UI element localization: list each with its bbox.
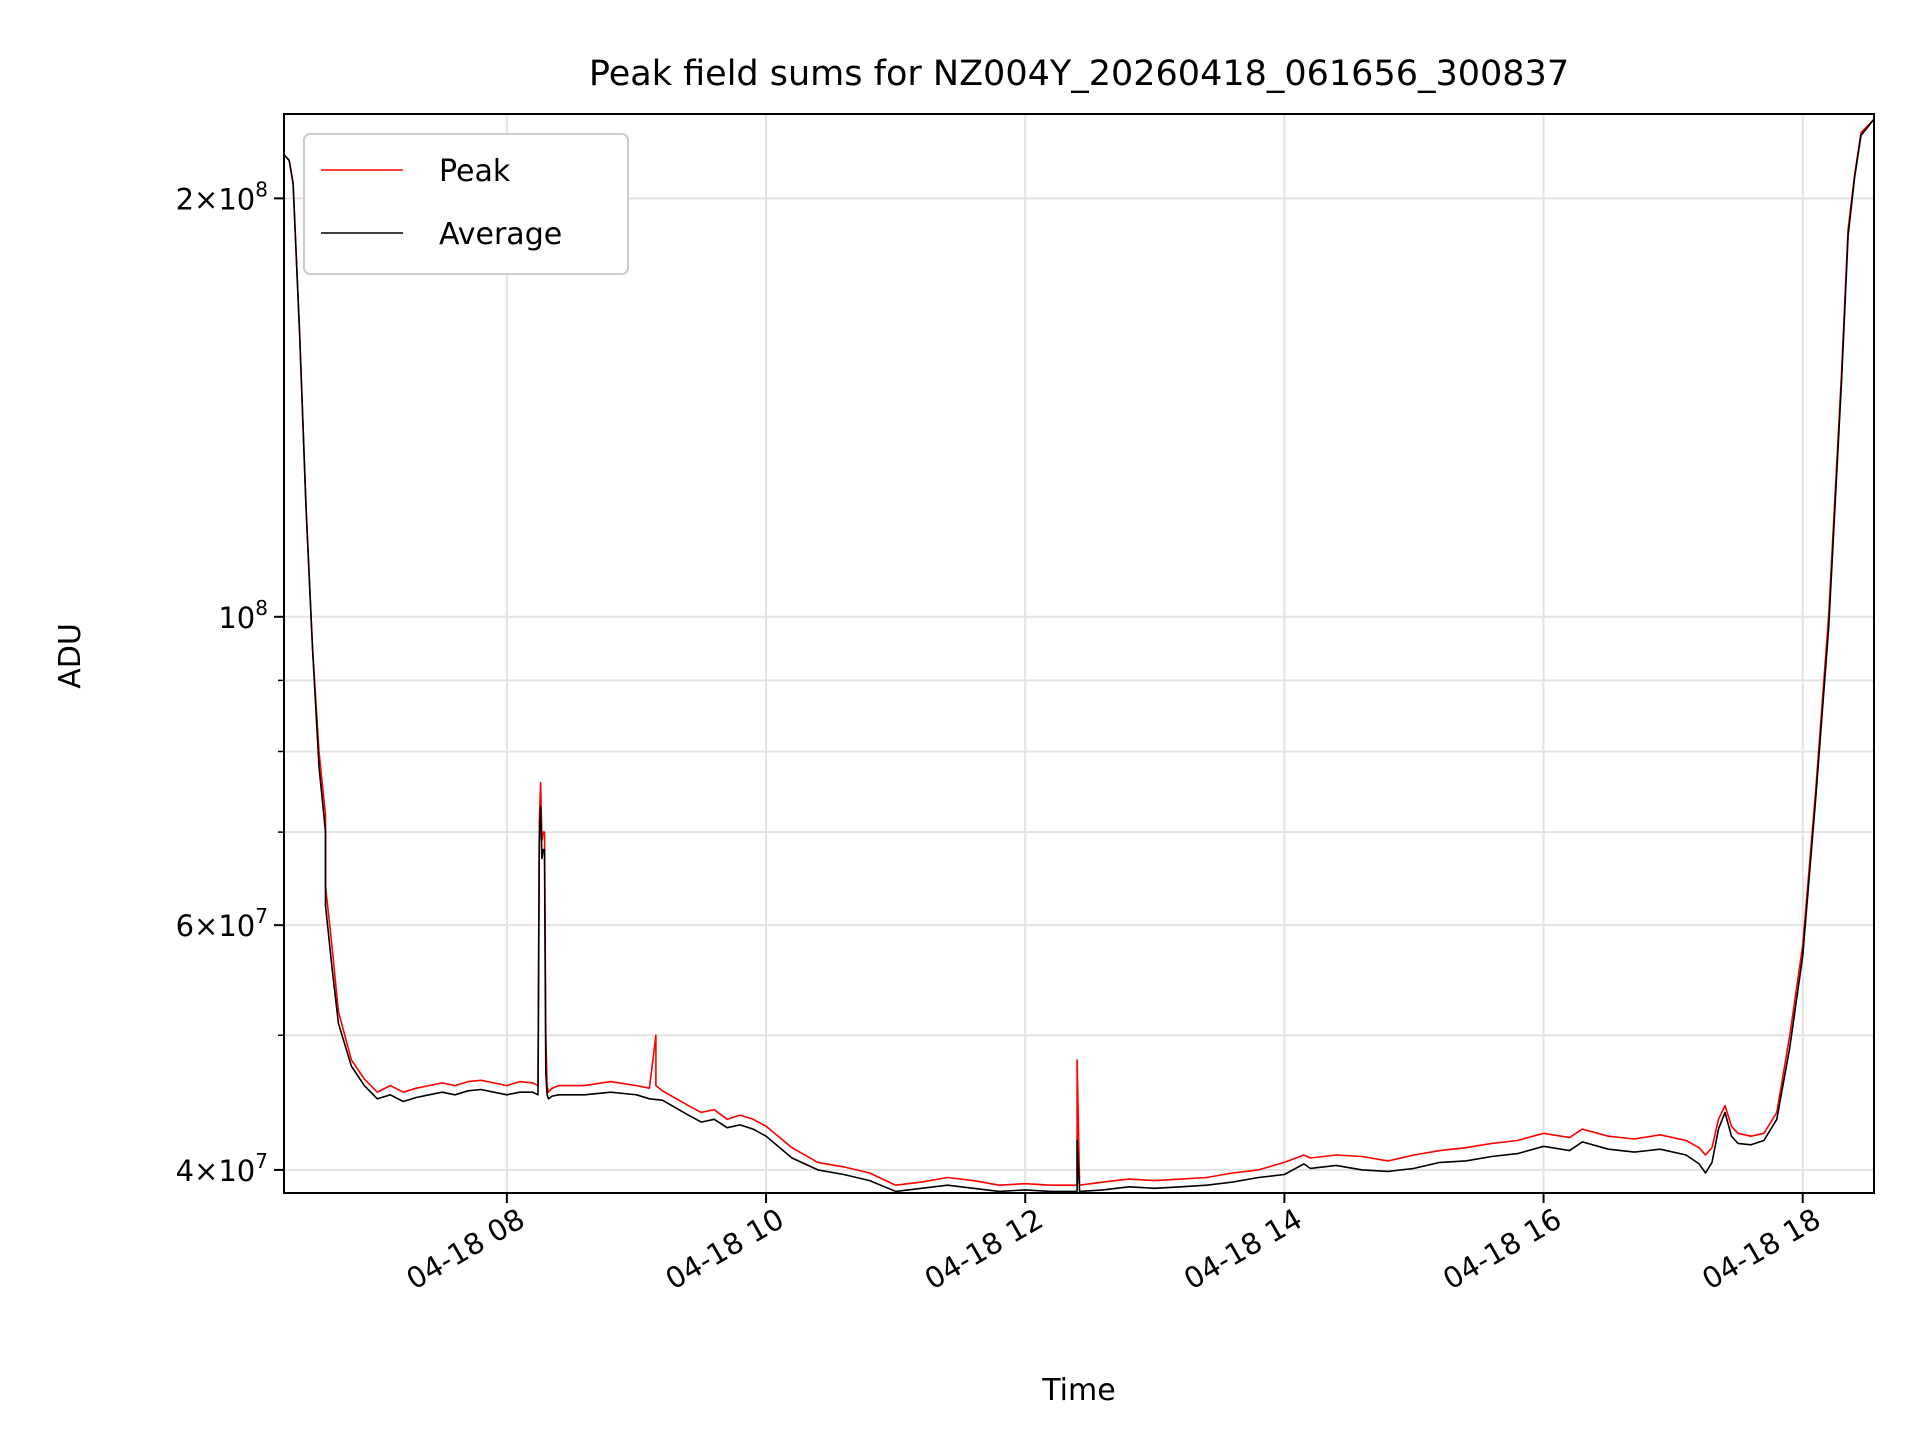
legend-label-average: Average (439, 217, 562, 252)
chart-title: Peak field sums for NZ004Y_20260418_0616… (589, 54, 1569, 94)
y-tick-label: 2×108 (176, 177, 268, 216)
y-axis-label: ADU (53, 623, 88, 689)
x-axis-label: Time (1041, 1373, 1115, 1408)
y-tick-label: 4×107 (176, 1149, 268, 1188)
y-tick-label: 6×107 (176, 904, 268, 943)
grid (284, 114, 1874, 1193)
legend-label-peak: Peak (439, 154, 511, 189)
y-axis: 4×107 6×107 108 2×108 (176, 177, 284, 1188)
y-tick-label: 108 (218, 596, 268, 635)
series-line-peak (283, 118, 1875, 1186)
legend-box (303, 133, 629, 275)
legend: Peak Average (303, 133, 629, 275)
plot-frame (283, 113, 1875, 1194)
series-line-average (283, 118, 1875, 1193)
series-lines (283, 118, 1875, 1193)
